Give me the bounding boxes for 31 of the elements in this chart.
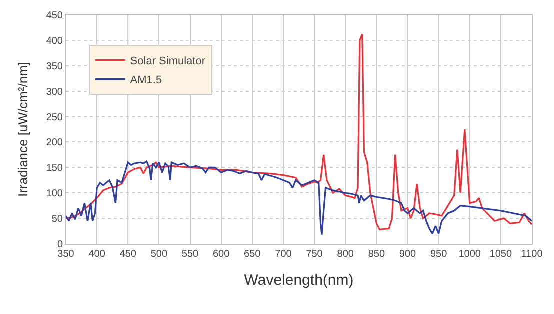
x-tick-label: 1050 xyxy=(490,249,512,260)
y-tick-label: 150 xyxy=(46,163,64,174)
y-tick-label: 400 xyxy=(46,36,64,47)
x-tick-label: 700 xyxy=(275,249,292,260)
legend-label: Solar Simulator xyxy=(130,56,206,68)
x-tick-label: 550 xyxy=(182,249,200,260)
line-series xyxy=(66,34,532,231)
x-tick-label: 1000 xyxy=(458,249,482,260)
y-tick-label: 200 xyxy=(46,138,64,149)
legend-label: AM1.5 xyxy=(130,74,162,87)
line-series xyxy=(66,160,532,236)
y-tick-label: 50 xyxy=(52,214,64,226)
x-tick-label: 1100 xyxy=(521,249,544,260)
x-tick-label: 750 xyxy=(306,249,324,260)
y-tick-label: 300 xyxy=(46,86,64,98)
y-tick-label: 250 xyxy=(46,112,64,124)
x-tick-label: 800 xyxy=(337,249,354,260)
y-tick-label: 450 xyxy=(46,10,64,22)
x-tick-label: 450 xyxy=(120,249,137,260)
y-tick-label: 0 xyxy=(57,240,64,250)
x-tick-label: 950 xyxy=(430,249,448,260)
y-tick-label: 350 xyxy=(46,61,64,72)
y-axis-title: Irradiance [uW/cm²/nm] xyxy=(15,62,30,198)
x-tick-label: 500 xyxy=(150,249,168,260)
x-tick-label: 400 xyxy=(88,249,106,260)
x-axis-title: Wavelength(nm) xyxy=(244,272,354,289)
x-tick-label: 900 xyxy=(399,249,417,260)
x-tick-label: 650 xyxy=(244,249,262,260)
x-tick-label: 850 xyxy=(368,249,386,260)
x-tick-label: 600 xyxy=(212,249,230,260)
y-tick-label: 100 xyxy=(46,188,64,200)
